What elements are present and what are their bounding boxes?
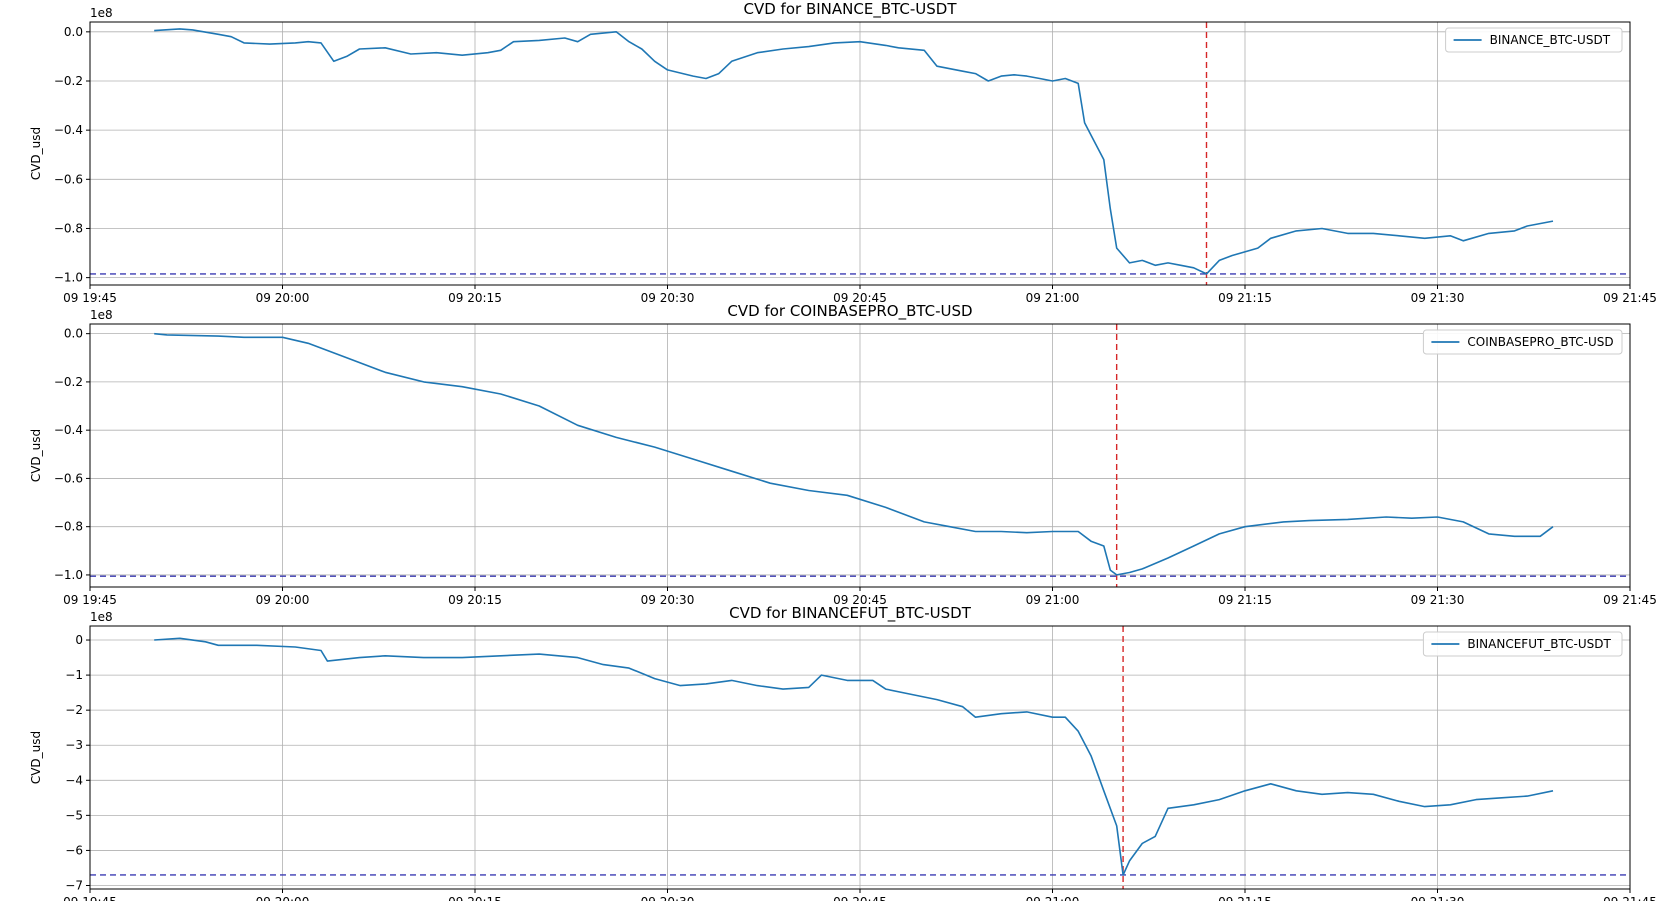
- legend-label: BINANCE_BTC-USDT: [1490, 33, 1611, 47]
- x-tick-label: 09 21:45: [1603, 593, 1657, 607]
- x-tick-label: 09 20:30: [641, 291, 695, 305]
- y-offset-label: 1e8: [90, 308, 113, 322]
- y-tick-label: −0.8: [54, 520, 83, 534]
- y-axis-label: CVD_usd: [29, 429, 43, 482]
- y-tick-label: −0.8: [54, 221, 83, 235]
- x-tick-label: 09 20:00: [256, 895, 310, 901]
- x-tick-label: 09 20:00: [256, 593, 310, 607]
- x-tick-label: 09 21:45: [1603, 291, 1657, 305]
- x-tick-label: 09 20:15: [448, 593, 502, 607]
- chart-panel-3: 09 19:45 09 20:00 09 20:15 09 20:30 09 20:45…: [29, 604, 1657, 901]
- series-line: [154, 332, 1554, 576]
- x-tick-label: 09 20:15: [448, 895, 502, 901]
- x-tick-label: 09 21:00: [1026, 291, 1080, 305]
- y-tick-label: −1.0: [54, 271, 83, 285]
- y-tick-label: 0.0: [64, 327, 83, 341]
- x-tick-label: 09 19:45: [63, 291, 117, 305]
- x-tick-label: 09 20:45: [833, 895, 887, 901]
- x-tick-label: 09 21:00: [1026, 895, 1080, 901]
- plot-frame: [89, 625, 1631, 890]
- y-tick-label: −0.6: [54, 471, 83, 485]
- x-tick-label: 09 20:30: [641, 895, 695, 901]
- plot-frame: [89, 21, 1631, 286]
- legend-box: [1422, 631, 1623, 657]
- legend-label: COINBASEPRO_BTC-USD: [1467, 335, 1613, 349]
- x-tick-label: 09 21:15: [1218, 593, 1272, 607]
- series-line: [154, 637, 1554, 876]
- y-offset-label: 1e8: [90, 610, 113, 624]
- x-tick-label: 09 20:30: [641, 593, 695, 607]
- y-tick-label: −0.2: [54, 375, 83, 389]
- x-tick-label: 09 20:45: [833, 593, 887, 607]
- x-tick-label: 09 19:45: [63, 895, 117, 901]
- y-tick-label: −0.4: [54, 123, 83, 137]
- y-tick-label: −1.0: [54, 568, 83, 582]
- y-tick-label: 0: [75, 633, 83, 647]
- chart-title: CVD for BINANCEFUT_BTC-USDT: [729, 604, 972, 623]
- legend-box: [1445, 27, 1623, 53]
- y-tick-label: −2: [65, 703, 83, 717]
- x-tick-label: 09 20:00: [256, 291, 310, 305]
- y-tick-label: −0.6: [54, 172, 83, 186]
- y-offset-label: 1e8: [90, 6, 113, 20]
- x-tick-label: 09 21:30: [1411, 895, 1465, 901]
- x-tick-label: 09 19:45: [63, 593, 117, 607]
- x-tick-label: 09 21:30: [1411, 291, 1465, 305]
- y-tick-label: −6: [65, 843, 83, 857]
- x-tick-label: 09 21:30: [1411, 593, 1465, 607]
- y-tick-label: −1: [65, 668, 83, 682]
- chart-title: CVD for BINANCE_BTC-USDT: [744, 0, 958, 19]
- x-tick-label: 09 21:45: [1603, 895, 1657, 901]
- chart-panel-1: 09 19:45 09 20:00 09 20:15 09 20:30 09 20:45…: [29, 0, 1657, 305]
- x-tick-label: 09 21:15: [1218, 895, 1272, 901]
- y-tick-label: −3: [65, 738, 83, 752]
- x-tick-label: 09 21:00: [1026, 593, 1080, 607]
- chart-title: CVD for COINBASEPRO_BTC-USD: [727, 302, 972, 321]
- y-tick-label: −0.4: [54, 423, 83, 437]
- y-tick-label: 0.0: [64, 25, 83, 39]
- x-tick-label: 09 20:15: [448, 291, 502, 305]
- x-tick-label: 09 20:45: [833, 291, 887, 305]
- y-tick-label: −5: [65, 808, 83, 822]
- legend-box: [1422, 329, 1623, 355]
- series-line: [154, 28, 1554, 275]
- x-tick-label: 09 21:15: [1218, 291, 1272, 305]
- y-tick-label: −0.2: [54, 74, 83, 88]
- plot-frame: [89, 323, 1631, 588]
- legend-label: BINANCEFUT_BTC-USDT: [1467, 637, 1611, 651]
- y-tick-label: −7: [65, 878, 83, 892]
- y-tick-label: −4: [65, 773, 83, 787]
- y-axis-label: CVD_usd: [29, 731, 43, 784]
- chart-panel-2: 09 19:45 09 20:00 09 20:15 09 20:30 09 20:45…: [29, 302, 1657, 607]
- y-axis-label: CVD_usd: [29, 127, 43, 180]
